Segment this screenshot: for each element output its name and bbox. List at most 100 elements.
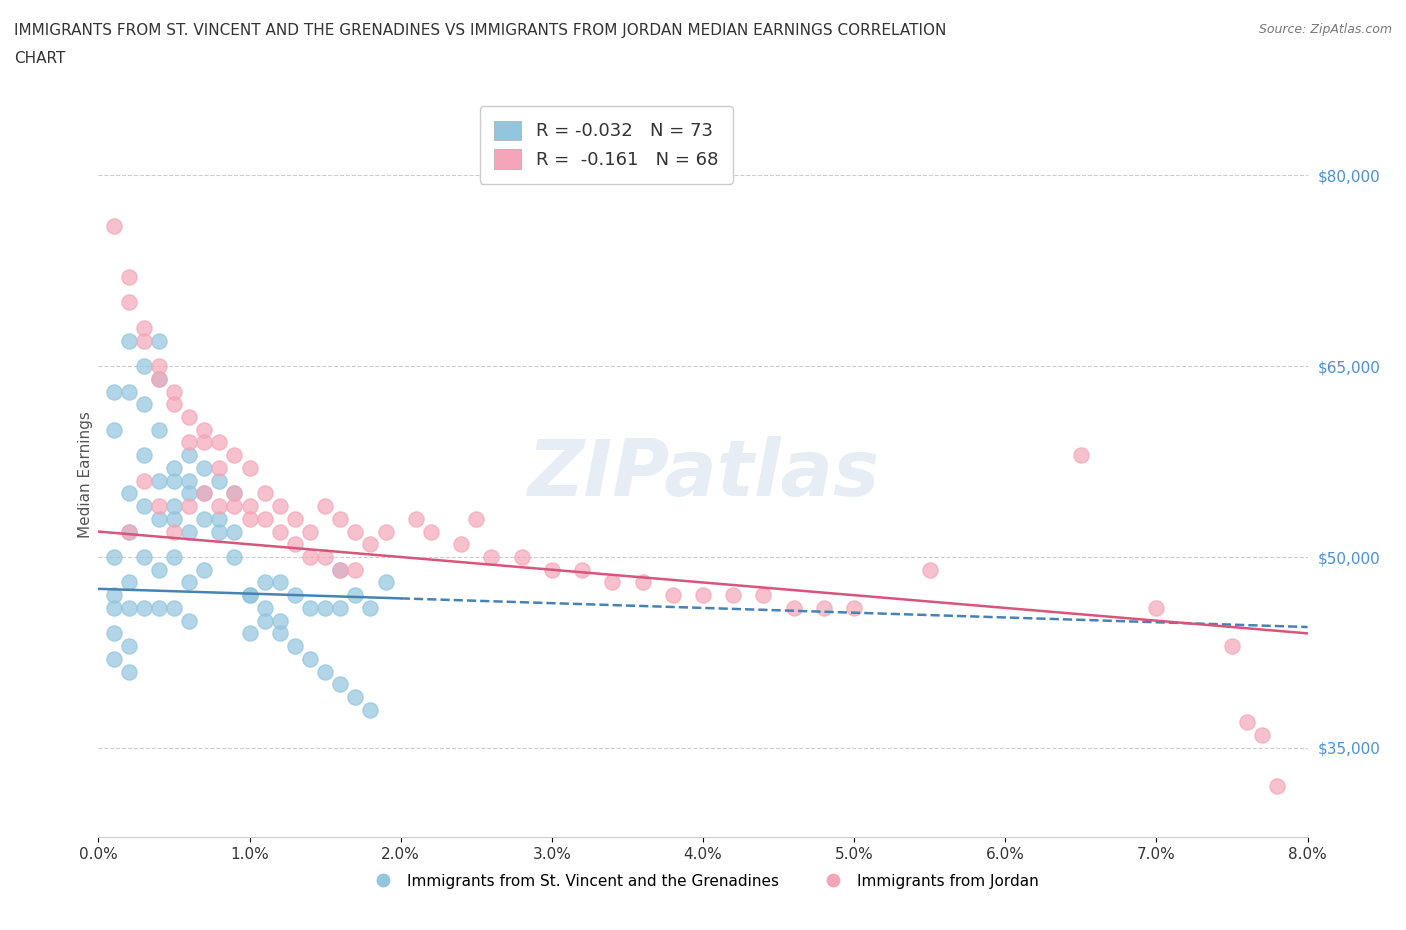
Point xyxy=(118,525,141,539)
Point xyxy=(405,512,427,526)
Point xyxy=(284,639,307,654)
Point xyxy=(118,601,141,616)
Point xyxy=(329,601,352,616)
Point xyxy=(465,512,488,526)
Point xyxy=(299,525,322,539)
Point xyxy=(208,473,231,488)
Point xyxy=(269,498,291,513)
Point xyxy=(329,677,352,692)
Point xyxy=(193,486,215,501)
Point xyxy=(118,664,141,679)
Point xyxy=(224,498,246,513)
Point xyxy=(253,575,276,590)
Point xyxy=(344,525,367,539)
Point xyxy=(420,525,443,539)
Point xyxy=(118,295,141,310)
Point xyxy=(224,447,246,462)
Point xyxy=(132,473,155,488)
Point xyxy=(103,601,125,616)
Text: ZIPatlas: ZIPatlas xyxy=(527,436,879,512)
Point xyxy=(118,270,141,285)
Point xyxy=(132,397,155,412)
Point xyxy=(284,588,307,603)
Point xyxy=(163,512,186,526)
Point xyxy=(224,486,246,501)
Point xyxy=(163,397,186,412)
Point xyxy=(179,613,201,628)
Point xyxy=(193,422,215,437)
Point xyxy=(239,512,262,526)
Point xyxy=(314,498,336,513)
Point xyxy=(1070,447,1092,462)
Point xyxy=(510,550,533,565)
Point xyxy=(239,588,262,603)
Point xyxy=(148,359,170,374)
Point xyxy=(360,702,382,717)
Point xyxy=(299,651,322,666)
Point xyxy=(374,575,396,590)
Point xyxy=(193,435,215,450)
Point xyxy=(269,626,291,641)
Point xyxy=(148,563,170,578)
Point xyxy=(193,486,215,501)
Point xyxy=(284,512,307,526)
Point xyxy=(148,601,170,616)
Point xyxy=(692,588,714,603)
Point xyxy=(148,498,170,513)
Point xyxy=(118,333,141,348)
Point xyxy=(269,575,291,590)
Point xyxy=(360,537,382,551)
Point xyxy=(118,639,141,654)
Point xyxy=(103,384,125,399)
Point xyxy=(239,498,262,513)
Point xyxy=(148,371,170,386)
Point xyxy=(269,525,291,539)
Point xyxy=(163,550,186,565)
Point xyxy=(1236,715,1258,730)
Point xyxy=(253,486,276,501)
Point xyxy=(103,651,125,666)
Point xyxy=(118,575,141,590)
Point xyxy=(344,563,367,578)
Point xyxy=(179,435,201,450)
Point xyxy=(163,384,186,399)
Point xyxy=(132,333,155,348)
Point xyxy=(329,563,352,578)
Point xyxy=(148,473,170,488)
Point xyxy=(844,601,866,616)
Point xyxy=(148,422,170,437)
Point xyxy=(208,435,231,450)
Point xyxy=(208,512,231,526)
Point xyxy=(193,563,215,578)
Point xyxy=(163,525,186,539)
Point xyxy=(329,512,352,526)
Point xyxy=(103,588,125,603)
Point xyxy=(481,550,503,565)
Point xyxy=(602,575,624,590)
Point xyxy=(344,689,367,704)
Point xyxy=(1220,639,1243,654)
Point xyxy=(179,498,201,513)
Point xyxy=(631,575,654,590)
Point xyxy=(179,575,201,590)
Point xyxy=(179,486,201,501)
Point xyxy=(179,409,201,424)
Point xyxy=(132,321,155,336)
Point xyxy=(752,588,775,603)
Point xyxy=(132,550,155,565)
Text: IMMIGRANTS FROM ST. VINCENT AND THE GRENADINES VS IMMIGRANTS FROM JORDAN MEDIAN : IMMIGRANTS FROM ST. VINCENT AND THE GREN… xyxy=(14,23,946,38)
Point xyxy=(723,588,745,603)
Point xyxy=(783,601,806,616)
Point xyxy=(224,550,246,565)
Point xyxy=(103,422,125,437)
Point xyxy=(179,525,201,539)
Point xyxy=(103,219,125,233)
Point xyxy=(1267,778,1289,793)
Point xyxy=(374,525,396,539)
Point xyxy=(224,525,246,539)
Point xyxy=(163,498,186,513)
Point xyxy=(193,512,215,526)
Point xyxy=(314,601,336,616)
Point xyxy=(1146,601,1168,616)
Point xyxy=(344,588,367,603)
